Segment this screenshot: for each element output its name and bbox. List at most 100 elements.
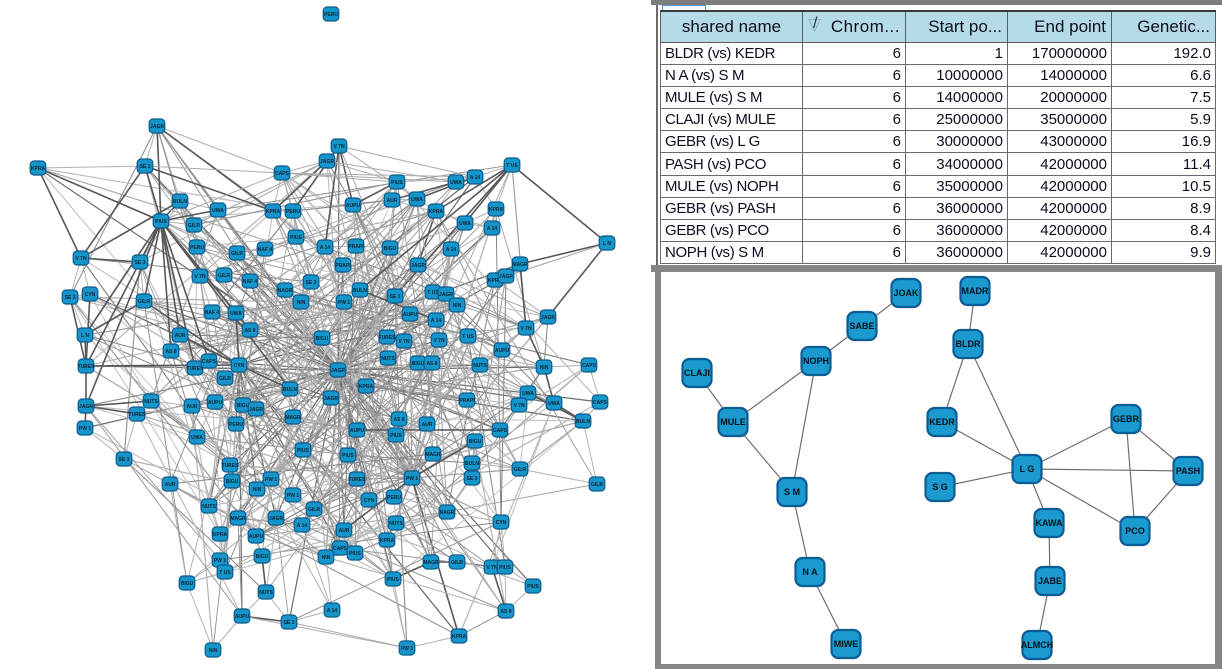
- svg-text:MIWE: MIWE: [834, 639, 859, 649]
- svg-text:BIGU: BIGU: [181, 581, 194, 587]
- svg-text:AUPU: AUPU: [495, 348, 510, 354]
- svg-text:A 14: A 14: [431, 318, 442, 324]
- svg-text:KPRA: KPRA: [429, 209, 444, 215]
- svg-text:SE 3: SE 3: [284, 620, 295, 626]
- svg-text:AS 8: AS 8: [426, 361, 437, 367]
- svg-text:KAWA: KAWA: [1036, 518, 1064, 528]
- svg-text:CYN: CYN: [85, 292, 96, 298]
- svg-text:PIUS: PIUS: [342, 453, 354, 459]
- svg-text:BLDR: BLDR: [956, 339, 981, 349]
- svg-text:JAGR: JAGR: [320, 159, 334, 165]
- svg-text:PIUS: PIUS: [391, 180, 403, 186]
- svg-text:T US: T US: [462, 334, 474, 340]
- svg-text:MAGR: MAGR: [230, 516, 246, 522]
- svg-text:V 7N: V 7N: [194, 274, 206, 280]
- svg-text:PW 1: PW 1: [338, 300, 350, 306]
- svg-text:NUTS: NUTS: [144, 399, 158, 405]
- svg-text:GILR: GILR: [188, 223, 200, 229]
- svg-text:AUPU: AUPU: [350, 428, 365, 434]
- svg-text:V 7N: V 7N: [486, 565, 498, 571]
- svg-text:BIGU: BIGU: [412, 361, 425, 367]
- svg-text:NIN: NIN: [253, 487, 262, 493]
- svg-text:KPRA: KPRA: [31, 166, 46, 172]
- svg-text:UWA: UWA: [522, 391, 534, 397]
- svg-text:V 7N: V 7N: [75, 256, 87, 262]
- svg-text:UWA: UWA: [548, 401, 560, 407]
- svg-text:CAPS: CAPS: [333, 546, 348, 552]
- svg-text:A 14: A 14: [327, 608, 338, 614]
- svg-text:AS 8: AS 8: [244, 328, 255, 334]
- svg-text:N A: N A: [802, 567, 818, 577]
- svg-text:MAGR: MAGR: [425, 452, 441, 458]
- svg-text:NOPH: NOPH: [803, 356, 829, 366]
- svg-text:AUR: AUR: [175, 333, 186, 339]
- svg-text:NAF 4: NAF 4: [205, 310, 220, 316]
- svg-text:CAPS: CAPS: [493, 428, 508, 434]
- svg-text:TURES: TURES: [78, 364, 96, 370]
- svg-text:JAGR: JAGR: [499, 274, 513, 280]
- svg-text:KPRA: KPRA: [213, 532, 228, 538]
- svg-text:UWA: UWA: [230, 311, 242, 317]
- svg-text:BULN: BULN: [173, 199, 187, 205]
- svg-text:MAGR: MAGR: [423, 560, 439, 566]
- svg-text:GILR: GILR: [514, 467, 526, 473]
- svg-text:PW 1: PW 1: [406, 476, 418, 482]
- svg-text:SABE: SABE: [849, 321, 874, 331]
- svg-text:JAGR: JAGR: [79, 404, 93, 410]
- svg-text:GILR: GILR: [308, 507, 320, 513]
- svg-text:BIGU: BIGU: [256, 554, 269, 560]
- svg-text:CAPS: CAPS: [582, 363, 597, 369]
- svg-text:NAF 4: NAF 4: [243, 279, 258, 285]
- svg-text:V 7N: V 7N: [398, 339, 410, 345]
- svg-text:BIGU: BIGU: [226, 479, 239, 485]
- svg-text:PASH: PASH: [1176, 466, 1200, 476]
- svg-text:UWA: UWA: [459, 221, 471, 227]
- svg-text:NIN: NIN: [209, 648, 218, 654]
- svg-text:SE 3: SE 3: [306, 280, 317, 286]
- svg-text:AS 8: AS 8: [393, 417, 404, 423]
- svg-text:SE 3: SE 3: [135, 260, 146, 266]
- svg-text:SE 3: SE 3: [140, 164, 151, 170]
- svg-text:L N: L N: [603, 241, 611, 247]
- svg-text:PERU: PERU: [229, 422, 243, 428]
- svg-text:T US: T US: [219, 570, 231, 576]
- svg-text:NIN: NIN: [453, 303, 462, 309]
- svg-text:AUR: AUR: [339, 528, 350, 534]
- svg-text:JAGR: JAGR: [411, 263, 425, 269]
- svg-text:MAGR: MAGR: [512, 262, 528, 268]
- svg-text:GILR: GILR: [451, 560, 463, 566]
- svg-text:PERU: PERU: [190, 245, 204, 251]
- svg-text:KPRA: KPRA: [359, 384, 374, 390]
- svg-text:JAGR: JAGR: [331, 368, 345, 374]
- svg-text:BULN: BULN: [465, 461, 479, 467]
- svg-text:A 14: A 14: [487, 226, 498, 232]
- svg-text:AUPU: AUPU: [249, 534, 264, 540]
- svg-text:JABE: JABE: [1038, 576, 1062, 586]
- svg-text:BIGU: BIGU: [384, 246, 397, 252]
- svg-text:JAGR: JAGR: [541, 315, 555, 321]
- svg-text:AUR: AUR: [387, 198, 398, 204]
- svg-text:PW 1: PW 1: [401, 646, 413, 652]
- svg-text:L N: L N: [81, 333, 89, 339]
- svg-text:PRAPI: PRAPI: [335, 263, 351, 269]
- svg-text:SE 3: SE 3: [467, 476, 478, 482]
- svg-text:AUR: AUR: [165, 482, 176, 488]
- svg-text:CAPS: CAPS: [202, 359, 217, 365]
- svg-text:BULN: BULN: [283, 387, 297, 393]
- svg-text:A 14: A 14: [470, 175, 481, 181]
- svg-text:CYN: CYN: [496, 520, 507, 526]
- svg-text:PIUS: PIUS: [527, 584, 539, 590]
- svg-text:CLAJI: CLAJI: [684, 368, 710, 378]
- svg-text:NUTS: NUTS: [473, 363, 487, 369]
- svg-text:BIGU: BIGU: [469, 439, 482, 445]
- svg-text:V 7N: V 7N: [433, 338, 445, 344]
- svg-text:NIN: NIN: [540, 365, 549, 371]
- svg-text:PW 1: PW 1: [214, 558, 226, 564]
- svg-text:BULN: BULN: [576, 419, 590, 425]
- svg-text:V 7N: V 7N: [333, 144, 345, 150]
- svg-text:PCO: PCO: [1125, 526, 1145, 536]
- svg-text:SE 3: SE 3: [390, 294, 401, 300]
- svg-text:CYN: CYN: [234, 363, 245, 369]
- svg-text:NAGR: NAGR: [278, 288, 293, 294]
- svg-text:A 14: A 14: [446, 247, 457, 253]
